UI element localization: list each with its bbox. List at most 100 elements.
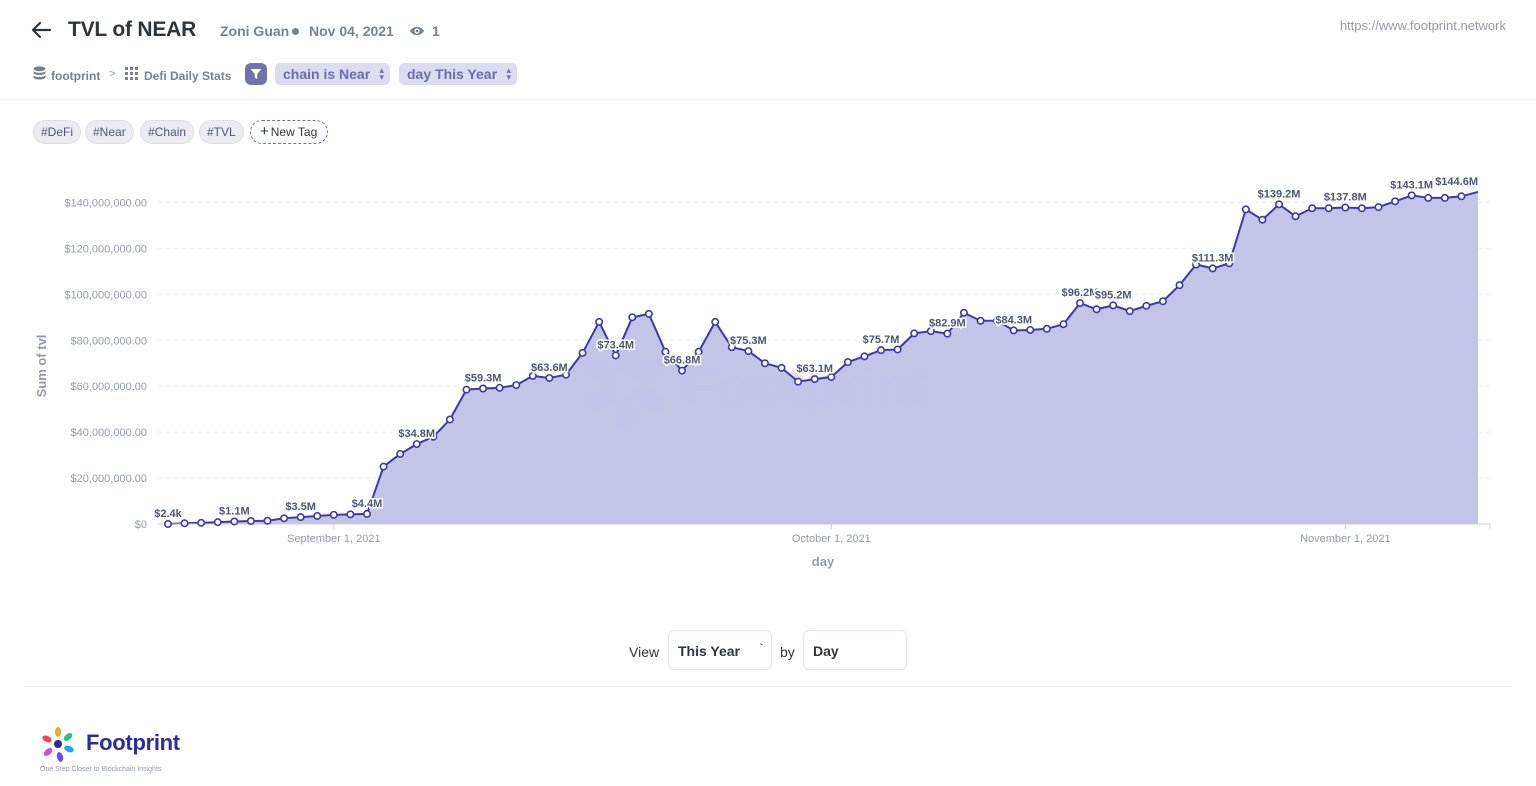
data-point [1192,260,1201,269]
data-labels: $2.4k $1.1M $3.5M $4.4M $34.8M $59.3M $63.6M $7… [153,174,1480,521]
data-point [512,381,521,390]
data-point [595,317,604,326]
y-axis-label: Sum of tvl [34,335,49,398]
new-tag-button[interactable]: + New Tag [250,120,328,144]
separator-dot [292,28,299,35]
filter-pill-chain-label: chain is Near [283,66,371,82]
data-label: $137.8M [1324,192,1367,204]
data-point [1275,200,1284,209]
tag-near[interactable]: #Near [85,120,134,144]
view-select[interactable]: This Year ` [668,630,772,670]
data-point [943,329,952,338]
data-point [1142,301,1151,310]
data-point [1440,193,1449,202]
y-tick-label: $20,000,000.00 [71,473,147,485]
data-point [263,516,272,525]
data-point [611,351,620,360]
back-arrow-icon[interactable] [28,18,54,42]
footprint-logo-text: Footprint [86,730,180,755]
data-point [1424,193,1433,202]
data-label: $63.6M [531,362,568,374]
data-point [1208,264,1217,273]
x-tick-label: November 1, 2021 [1300,533,1391,545]
breadcrumb-database[interactable]: footprint [51,69,101,83]
by-label: by [780,644,795,660]
data-point [578,348,587,357]
data-point [429,432,438,441]
data-label: $63.1M [796,363,833,375]
plus-icon: + [260,123,269,140]
data-point [810,375,819,384]
data-point [1457,192,1466,201]
data-point [1357,204,1366,213]
data-point [678,366,687,375]
data-point [777,363,786,372]
data-point [1009,326,1018,335]
data-point [213,518,222,527]
data-point [628,313,637,322]
data-label: $59.3M [465,373,502,385]
view-select-value: This Year [678,643,741,659]
data-point [362,509,371,518]
header-divider [0,99,1536,100]
updown-arrow-icon: ▴ ▾ [506,65,511,82]
y-tick-label: $100,000,000.00 [64,289,147,301]
footer-divider [25,686,1511,687]
data-label: $84.3M [995,314,1032,326]
tag-defi[interactable]: #DeFi [33,120,82,144]
data-label: $66.8M [664,355,701,367]
data-point [197,518,206,527]
data-point [794,377,803,386]
published-date: Nov 04, 2021 [309,23,394,39]
data-point [445,415,454,424]
data-point [1391,197,1400,206]
data-point [462,385,471,394]
data-point [1175,281,1184,290]
data-point [1324,204,1333,213]
data-point [1059,320,1068,329]
data-point [1258,215,1267,224]
data-label: $143.1M [1390,179,1433,191]
data-point [1158,297,1167,306]
author-link[interactable]: Zoni Guan [220,23,290,39]
data-point [860,352,869,361]
data-label: $4.4M [352,498,383,510]
data-point [694,347,703,356]
table-grid-icon [125,67,138,80]
page-title: TVL of NEAR [68,18,197,41]
tag-tvl[interactable]: #TVL [199,120,244,144]
x-tick-label: September 1, 2021 [287,533,381,545]
data-label: $1.1M [219,505,250,517]
area-fill [168,191,1478,524]
data-point [479,384,488,393]
data-point [329,510,338,519]
data-point [1341,203,1350,212]
tag-chain[interactable]: #Chain [140,120,195,144]
data-point [1241,205,1250,214]
data-point [379,462,388,471]
data-point [495,383,504,392]
site-url[interactable]: https://www.footprint.network [1339,18,1506,33]
data-point [1042,324,1051,333]
data-points [164,191,1466,528]
data-point [1407,191,1416,200]
data-point [1125,307,1134,316]
data-label: $144.6M [1435,176,1478,188]
filter-pill-chain[interactable]: chain is Near ▴ ▾ [275,63,390,85]
data-label: $82.9M [929,318,966,330]
data-label: $95.2M [1095,289,1132,301]
data-point [959,308,968,317]
data-point [827,373,836,382]
y-tick-label: $40,000,000.00 [71,427,147,439]
breadcrumb-table[interactable]: Defi Daily Stats [144,69,232,83]
tvl-area-chart: Footprint $0$20,000,000.00$40,000,000.00… [34,174,1491,569]
data-point [396,449,405,458]
filter-button[interactable] [245,63,267,85]
data-point [1109,301,1118,310]
chevron-down-icon: ` [759,643,763,654]
data-point [1092,305,1101,314]
granularity-select[interactable]: Day [803,630,907,670]
filter-pill-day[interactable]: day This Year ▴ ▾ [399,63,517,85]
x-tick-label: October 1, 2021 [792,533,871,545]
